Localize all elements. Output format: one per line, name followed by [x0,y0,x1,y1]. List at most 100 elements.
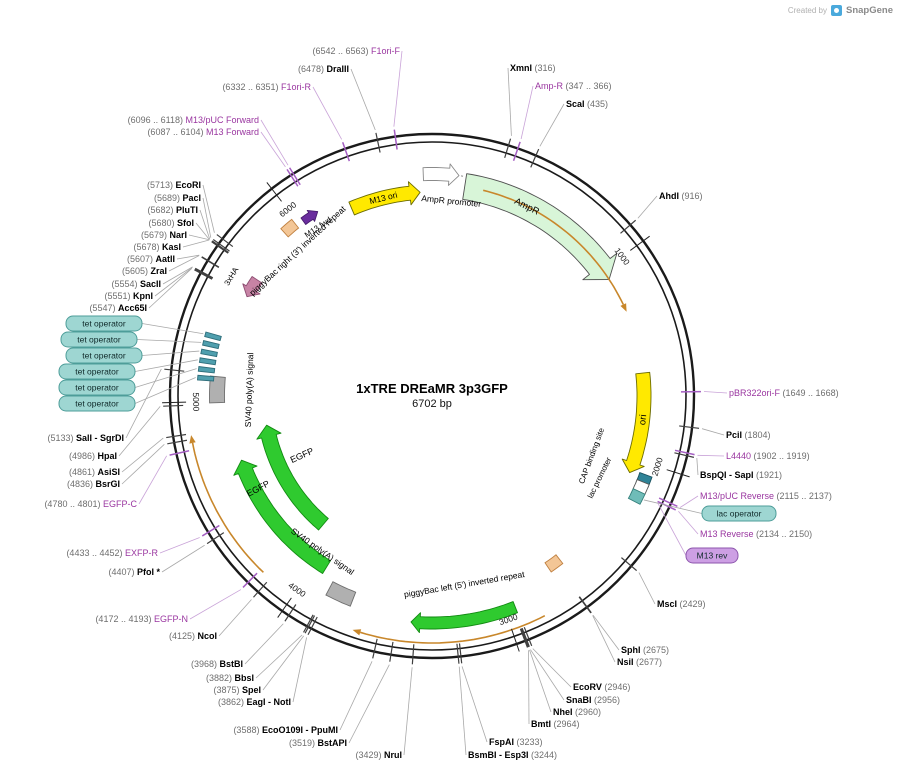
site-label-pbr322ori-f[interactable]: pBR322ori-F (1649 .. 1668) [729,388,839,398]
site-label-sphi[interactable]: SphI (2675) [621,645,669,655]
chip-tet-operator[interactable]: tet operator [65,315,143,332]
site-label-pfoi[interactable]: (4407) PfoI * [108,567,160,577]
site-label-aatii[interactable]: (5607) AatII [127,254,175,264]
site-label-ecoo109i-ppumi[interactable]: (3588) EcoO109I - PpuMI [233,725,338,735]
leader-line [162,266,193,285]
site-label-asisi[interactable]: (4861) AsiSI [69,467,120,477]
site-label-bstbi[interactable]: (3968) BstBI [191,659,243,669]
site-label-fspai[interactable]: FspAI (3233) [489,737,543,747]
feature-3xha[interactable] [242,276,263,298]
site-tick [212,238,230,252]
site-label-bspqi-sapi[interactable]: BspQI - SapI (1921) [700,470,782,480]
chip-tet-operator[interactable]: tet operator [58,395,136,412]
site-label-xmni[interactable]: XmnI (316) [510,63,556,73]
site-label-snabi[interactable]: SnaBI (2956) [566,695,620,705]
site-label-nsii[interactable]: NsiI (2677) [617,657,662,667]
site-label-kasi[interactable]: (5678) KasI [133,242,181,252]
site-label-acc65i[interactable]: (5547) Acc65I [89,303,147,313]
site-label-m13-puc-forward[interactable]: (6096 .. 6118) M13/pUC Forward [128,115,259,125]
site-label-egfp-c[interactable]: (4780 .. 4801) EGFP-C [44,499,137,509]
feature-tet-operator-site-4[interactable] [200,348,218,358]
feature-label-sv40-poly-a-signal[interactable]: SV40 poly(A) signal [243,352,255,427]
site-label-f1ori-f[interactable]: (6542 .. 6563) F1ori-F [312,46,400,56]
site-label-paci[interactable]: (5689) PacI [154,193,201,203]
site-label-l4440[interactable]: L4440 (1902 .. 1919) [726,451,810,461]
site-tick [253,581,268,598]
feature-ampr[interactable] [462,173,618,281]
site-label-ncoi[interactable]: (4125) NcoI [169,631,217,641]
leader-line [168,255,200,272]
feature-piggybac-left-frame[interactable] [359,614,546,644]
site-label-pcii[interactable]: PciI (1804) [726,430,771,440]
site-label-kpni[interactable]: (5551) KpnI [104,291,153,301]
site-label-pluti[interactable]: (5682) PluTI [147,205,198,215]
feature-lac-operator-site[interactable] [627,488,646,505]
feature-label-piggybac-left-5-inverted-repeat[interactable]: piggyBac left (5') inverted repeat [403,569,526,600]
site-tick [372,638,378,659]
site-label-f1ori-r[interactable]: (6332 .. 6351) F1ori-R [222,82,311,92]
feature-ori[interactable] [621,371,652,474]
feature-tet-operator-site-6[interactable] [204,331,222,342]
feature-m13-fwd[interactable] [300,209,319,225]
feature-pb-terminal-box-right[interactable] [544,554,564,573]
feature-piggybac-left-green[interactable] [410,601,518,634]
site-label-ahdi[interactable]: AhdI (916) [659,191,703,201]
feature-pb-terminal-box-upleft[interactable] [280,218,300,238]
site-label-draiii[interactable]: (6478) DraIII [298,64,349,74]
site-label-nrui[interactable]: (3429) NruI [355,750,402,760]
leader-line [520,85,534,140]
feature-egfp-outer[interactable] [233,459,331,574]
chip-lac-operator[interactable]: lac operator [701,505,777,522]
site-label-m13-puc-reverse[interactable]: M13/pUC Reverse (2115 .. 2137) [700,491,832,501]
site-label-spei[interactable]: (3875) SpeI [213,685,261,695]
feature-egfp-frame[interactable] [191,442,264,573]
feature-ampr-frame[interactable] [483,189,625,305]
site-label-m13-reverse[interactable]: M13 Reverse (2134 .. 2150) [700,529,812,539]
feature-tet-operator-site-2[interactable] [197,365,216,374]
site-label-amp-r[interactable]: Amp-R (347 .. 366) [535,81,612,91]
chip-tet-operator[interactable]: tet operator [58,363,136,380]
site-label-sali-sgrdi[interactable]: (5133) SalI - SgrDI [47,433,124,443]
chip-tet-operator[interactable]: tet operator [58,379,136,396]
leader-line [154,267,193,297]
site-label-sacii[interactable]: (5554) SacII [111,279,161,289]
site-label-scai[interactable]: ScaI (435) [566,99,608,109]
site-label-hpai[interactable]: (4986) HpaI [69,451,117,461]
feature-label-3xha[interactable]: 3xHA [223,265,241,287]
site-label-ecori[interactable]: (5713) EcoRI [147,180,201,190]
feature-sv40-polya-bottom[interactable] [325,581,357,607]
feature-ampr-promoter[interactable] [422,163,460,186]
feature-piggybac-left-frame-head [352,629,362,636]
feature-label-piggybac-right-3-inverted-repeat[interactable]: piggyBac right (3') inverted repeat [247,203,348,297]
chip-bg [60,331,138,348]
site-label-m13-forward[interactable]: (6087 .. 6104) M13 Forward [147,127,259,137]
feature-sv40-polya-left[interactable] [209,375,226,404]
site-label-exfp-r[interactable]: (4433 .. 4452) EXFP-R [66,548,158,558]
site-label-sfoi[interactable]: (5680) SfoI [148,218,194,228]
site-label-ecorv[interactable]: EcoRV (2946) [573,682,630,692]
site-label-egfp-n[interactable]: (4172 .. 4193) EGFP-N [95,614,188,624]
site-label-nari[interactable]: (5679) NarI [141,230,187,240]
site-label-nhei[interactable]: NheI (2960) [553,707,601,717]
site-label-bstapi[interactable]: (3519) BstAPI [289,738,347,748]
credit-text: Created by [787,6,827,15]
chip-tet-operator[interactable]: tet operator [60,331,138,348]
feature-tet-operator-site-1[interactable] [197,374,215,382]
feature-egfp-inner[interactable] [256,424,329,531]
site-label-bsrgi[interactable]: (4836) BsrGI [67,479,120,489]
site-label-msci[interactable]: MscI (2429) [657,599,706,609]
feature-m13-ori[interactable] [348,181,421,216]
site-label-bmti[interactable]: BmtI (2964) [531,719,580,729]
site-label-bbsi[interactable]: (3882) BbsI [206,673,254,683]
feature-label-ori[interactable]: ori [637,414,649,426]
chip-m13-rev[interactable]: M13 rev [685,547,739,564]
feature-tet-operator-site-3[interactable] [198,357,217,366]
site-label-zrai[interactable]: (5605) ZraI [122,266,167,276]
site-label-eagi-noti[interactable]: (3862) EagI - NotI [218,697,291,707]
chip-tet-operator[interactable]: tet operator [65,347,143,364]
leader-line [159,537,200,554]
feature-tet-operator-site-5[interactable] [202,340,220,350]
site-label-bsmbi-esp3i[interactable]: BsmBI - Esp3I (3244) [468,750,557,760]
leader-line [262,635,305,691]
feature-label-egfp[interactable]: EGFP [289,446,315,465]
